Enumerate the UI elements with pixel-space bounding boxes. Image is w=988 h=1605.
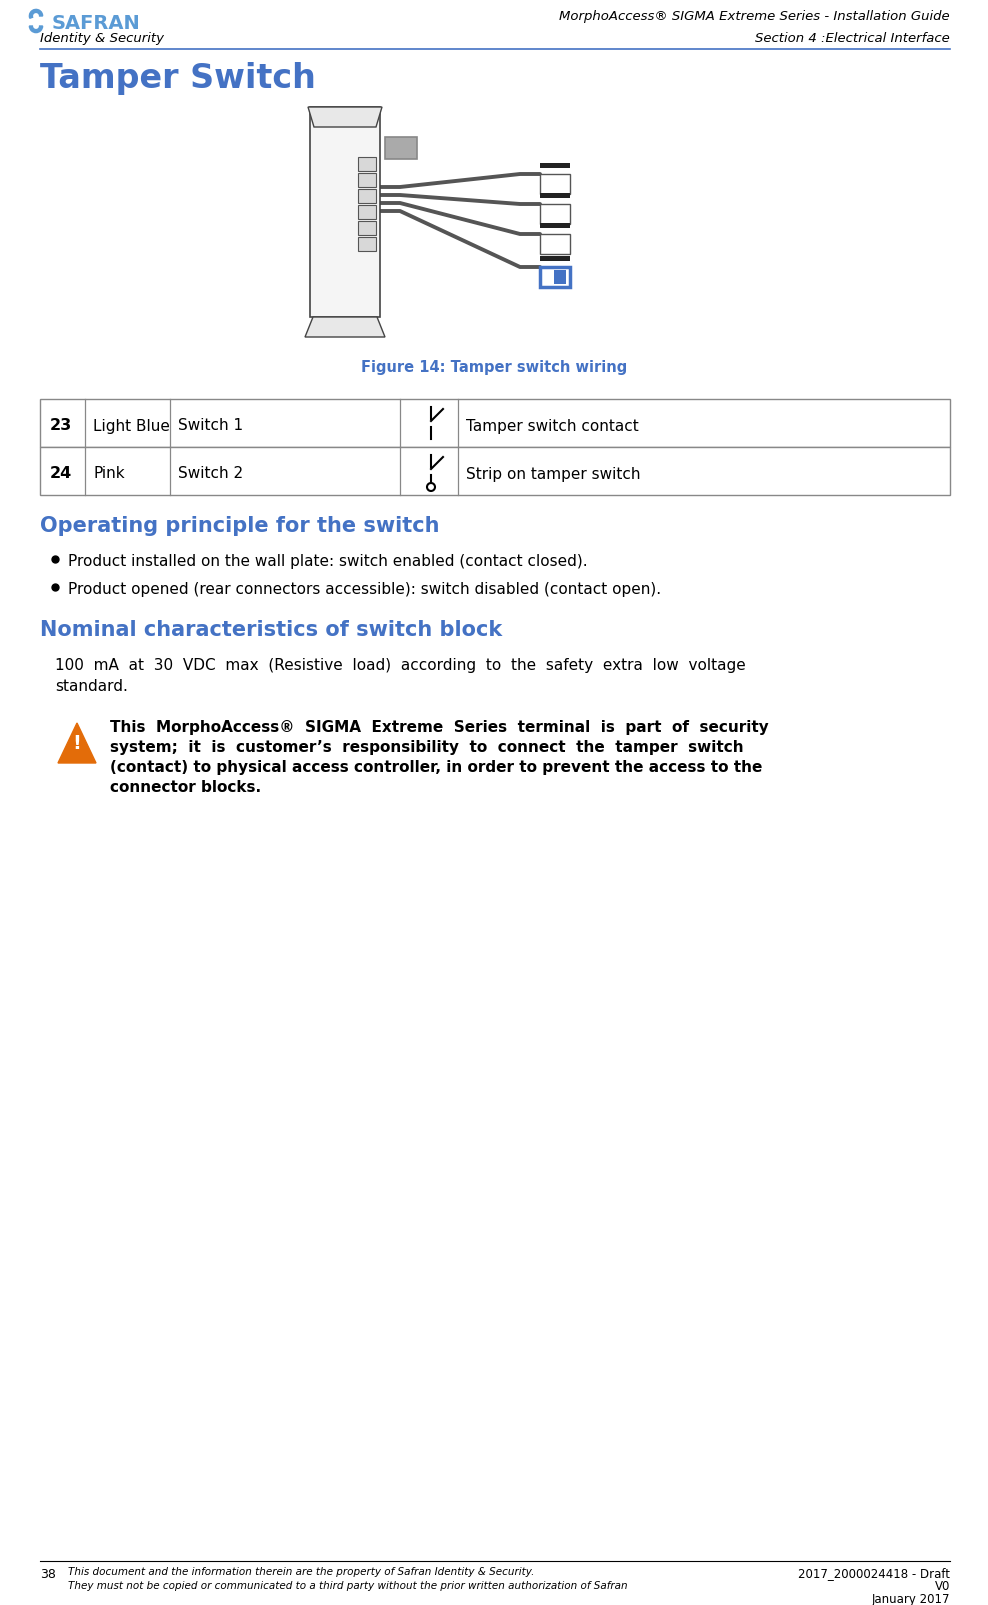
Text: Product installed on the wall plate: switch enabled (contact closed).: Product installed on the wall plate: swi… xyxy=(68,554,588,568)
Bar xyxy=(358,189,376,204)
Text: Pink: Pink xyxy=(93,465,124,482)
Text: Strip on tamper switch: Strip on tamper switch xyxy=(466,465,640,482)
Bar xyxy=(385,138,417,161)
Bar xyxy=(540,234,570,255)
Text: Figure 14: Tamper switch wiring: Figure 14: Tamper switch wiring xyxy=(361,360,627,374)
Polygon shape xyxy=(305,318,385,337)
Bar xyxy=(540,205,570,225)
Text: Nominal characteristics of switch block: Nominal characteristics of switch block xyxy=(40,620,502,640)
Text: This  MorphoAccess®  SIGMA  Extreme  Series  terminal  is  part  of  security: This MorphoAccess® SIGMA Extreme Series … xyxy=(110,719,769,735)
Text: SAFRAN: SAFRAN xyxy=(52,14,140,34)
Text: 23: 23 xyxy=(50,419,72,433)
Bar xyxy=(40,400,950,448)
Bar xyxy=(358,205,376,220)
Text: MorphoAccess® SIGMA Extreme Series - Installation Guide: MorphoAccess® SIGMA Extreme Series - Ins… xyxy=(559,10,950,22)
Text: Tamper switch contact: Tamper switch contact xyxy=(466,419,639,433)
Polygon shape xyxy=(308,108,382,128)
Text: Switch 2: Switch 2 xyxy=(178,465,243,482)
Text: Section 4 :Electrical Interface: Section 4 :Electrical Interface xyxy=(755,32,950,45)
Text: V0: V0 xyxy=(935,1579,950,1592)
Wedge shape xyxy=(30,10,42,19)
Text: They must not be copied or communicated to a third party without the prior writt: They must not be copied or communicated … xyxy=(68,1579,627,1591)
Bar xyxy=(358,157,376,172)
Bar xyxy=(540,223,570,230)
Bar xyxy=(40,448,950,496)
Text: January 2017: January 2017 xyxy=(871,1592,950,1605)
Bar xyxy=(310,108,380,318)
Text: 2017_2000024418 - Draft: 2017_2000024418 - Draft xyxy=(798,1566,950,1579)
Bar xyxy=(540,194,570,199)
Bar xyxy=(554,271,566,284)
Text: Switch 1: Switch 1 xyxy=(178,419,243,433)
Wedge shape xyxy=(30,27,42,34)
Text: connector blocks.: connector blocks. xyxy=(110,780,261,794)
Text: Identity & Security: Identity & Security xyxy=(40,32,164,45)
Text: 100  mA  at  30  VDC  max  (Resistive  load)  according  to  the  safety  extra : 100 mA at 30 VDC max (Resistive load) ac… xyxy=(55,658,746,693)
Text: !: ! xyxy=(72,733,81,753)
Bar xyxy=(540,175,570,194)
Bar xyxy=(358,238,376,252)
Polygon shape xyxy=(58,724,96,764)
Text: Tamper Switch: Tamper Switch xyxy=(40,63,316,95)
Text: 38: 38 xyxy=(40,1566,56,1579)
Text: Light Blue: Light Blue xyxy=(93,419,170,433)
Text: Product opened (rear connectors accessible): switch disabled (contact open).: Product opened (rear connectors accessib… xyxy=(68,581,661,597)
Text: 24: 24 xyxy=(50,465,72,482)
Bar xyxy=(540,164,570,169)
Bar xyxy=(358,221,376,236)
Text: (contact) to physical access controller, in order to prevent the access to the: (contact) to physical access controller,… xyxy=(110,759,763,775)
Bar xyxy=(540,268,570,287)
Bar xyxy=(358,173,376,188)
Bar xyxy=(540,257,570,262)
Text: system;  it  is  customer’s  responsibility  to  connect  the  tamper  switch: system; it is customer’s responsibility … xyxy=(110,740,744,754)
Text: Operating principle for the switch: Operating principle for the switch xyxy=(40,515,440,536)
Text: This document and the information therein are the property of Safran Identity & : This document and the information therei… xyxy=(68,1566,535,1576)
